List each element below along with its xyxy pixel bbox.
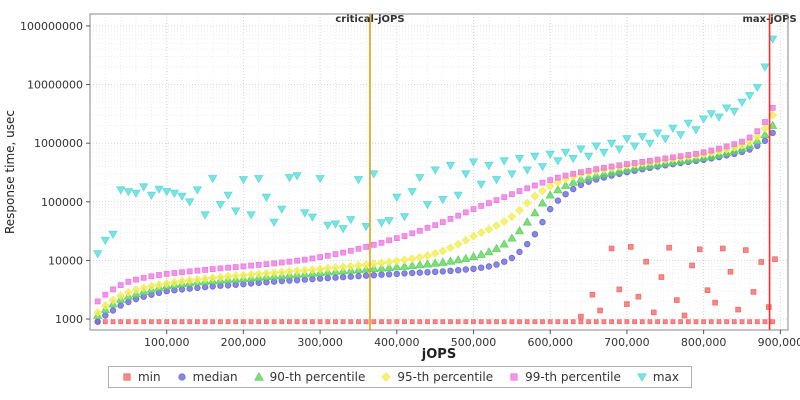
svg-text:200,000: 200,000 [221, 336, 267, 349]
annotation-lines: critical-jOPS max-jOPS [335, 14, 797, 330]
svg-text:1000: 1000 [55, 313, 83, 326]
legend-item-label: 99-th percentile [525, 370, 621, 384]
legend-item-label: 95-th percentile [397, 370, 494, 384]
y-axis-label: Response time, usec [3, 110, 17, 234]
svg-text:500,000: 500,000 [451, 336, 497, 349]
square-marker-icon [510, 373, 518, 381]
data-points [93, 35, 778, 325]
legend-row: min median 90-th percentile 95-th percentil… [0, 366, 800, 388]
diamond-marker-icon [381, 372, 392, 382]
square-marker-icon [123, 373, 131, 381]
legend-item-label: 90-th percentile [269, 370, 366, 384]
svg-text:600,000: 600,000 [527, 336, 573, 349]
svg-text:700,000: 700,000 [604, 336, 650, 349]
legend-item-median: median [176, 370, 238, 384]
legend-item-label: min [137, 370, 161, 384]
legend-item-95-th-percentile: 95-th percentile [380, 370, 493, 384]
triangle-up-marker-icon [253, 371, 264, 381]
chart-canvas: critical-jOPS max-jOPS 100,000 200,000 300,… [3, 13, 800, 362]
legend-item-max: max [636, 370, 679, 384]
svg-text:400,000: 400,000 [374, 336, 420, 349]
legend-item-label: max [652, 370, 680, 384]
svg-text:300,000: 300,000 [297, 336, 343, 349]
gridlines [90, 14, 788, 330]
legend-item-99-th-percentile: 99-th percentile [508, 370, 621, 384]
svg-text:800,000: 800,000 [681, 336, 727, 349]
circle-marker-icon [178, 373, 186, 381]
svg-text:critical-jOPS: critical-jOPS [335, 14, 404, 25]
svg-text:900,000: 900,000 [758, 336, 800, 349]
legend-item-min: min [121, 370, 161, 384]
axes: 100,000 200,000 300,000 400,000 500,000 600,0… [20, 13, 800, 349]
svg-text:10000000: 10000000 [27, 79, 83, 92]
x-axis-label: jOPS [421, 347, 456, 362]
chart-legend: min median 90-th percentile 95-th percentil… [107, 366, 693, 388]
svg-text:100000000: 100000000 [20, 20, 83, 33]
triangle-down-marker-icon [636, 373, 647, 383]
svg-text:max-jOPS: max-jOPS [742, 14, 796, 25]
svg-text:100000: 100000 [41, 196, 83, 209]
legend-item-label: median [192, 370, 238, 384]
svg-text:100,000: 100,000 [144, 336, 190, 349]
svg-text:1000000: 1000000 [34, 137, 83, 150]
svg-text:10000: 10000 [48, 254, 83, 267]
legend-item-90-th-percentile: 90-th percentile [253, 370, 366, 384]
